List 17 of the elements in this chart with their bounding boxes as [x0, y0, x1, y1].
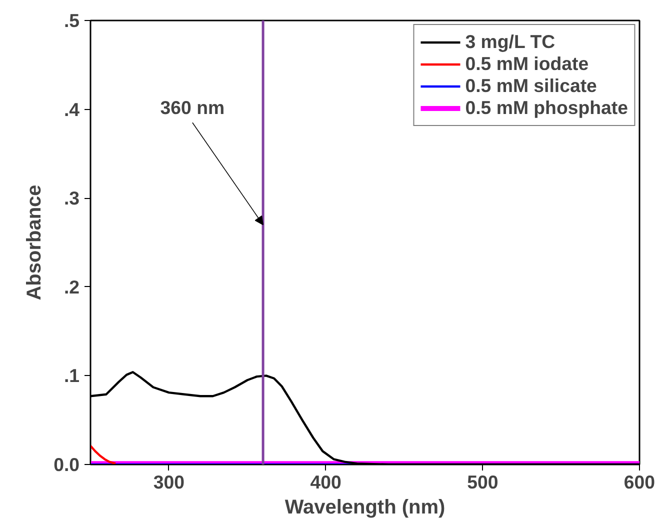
y-tick-label: .5 — [64, 10, 80, 31]
x-tick-label: 300 — [153, 472, 185, 492]
legend-label: 0.5 mM silicate — [465, 75, 597, 97]
x-tick-label: 600 — [624, 472, 656, 492]
legend-label: 3 mg/L TC — [465, 31, 556, 53]
y-tick-label: .2 — [64, 276, 80, 298]
y-tick-label: .4 — [64, 98, 80, 120]
legend-label: 0.5 mM iodate — [465, 53, 589, 75]
y-tick-label: .1 — [64, 365, 80, 386]
y-axis-title: Absorbance — [24, 184, 46, 300]
y-tick-label: .3 — [64, 188, 80, 209]
y-tick-label: 0.0 — [54, 454, 80, 475]
x-tick-label: 500 — [467, 472, 498, 492]
x-tick-label: 400 — [310, 472, 342, 492]
x-axis-title: Wavelength (nm) — [284, 496, 446, 518]
annotation: 360 nm — [160, 97, 225, 118]
legend-label: 0.5 mM phosphate — [465, 97, 628, 119]
